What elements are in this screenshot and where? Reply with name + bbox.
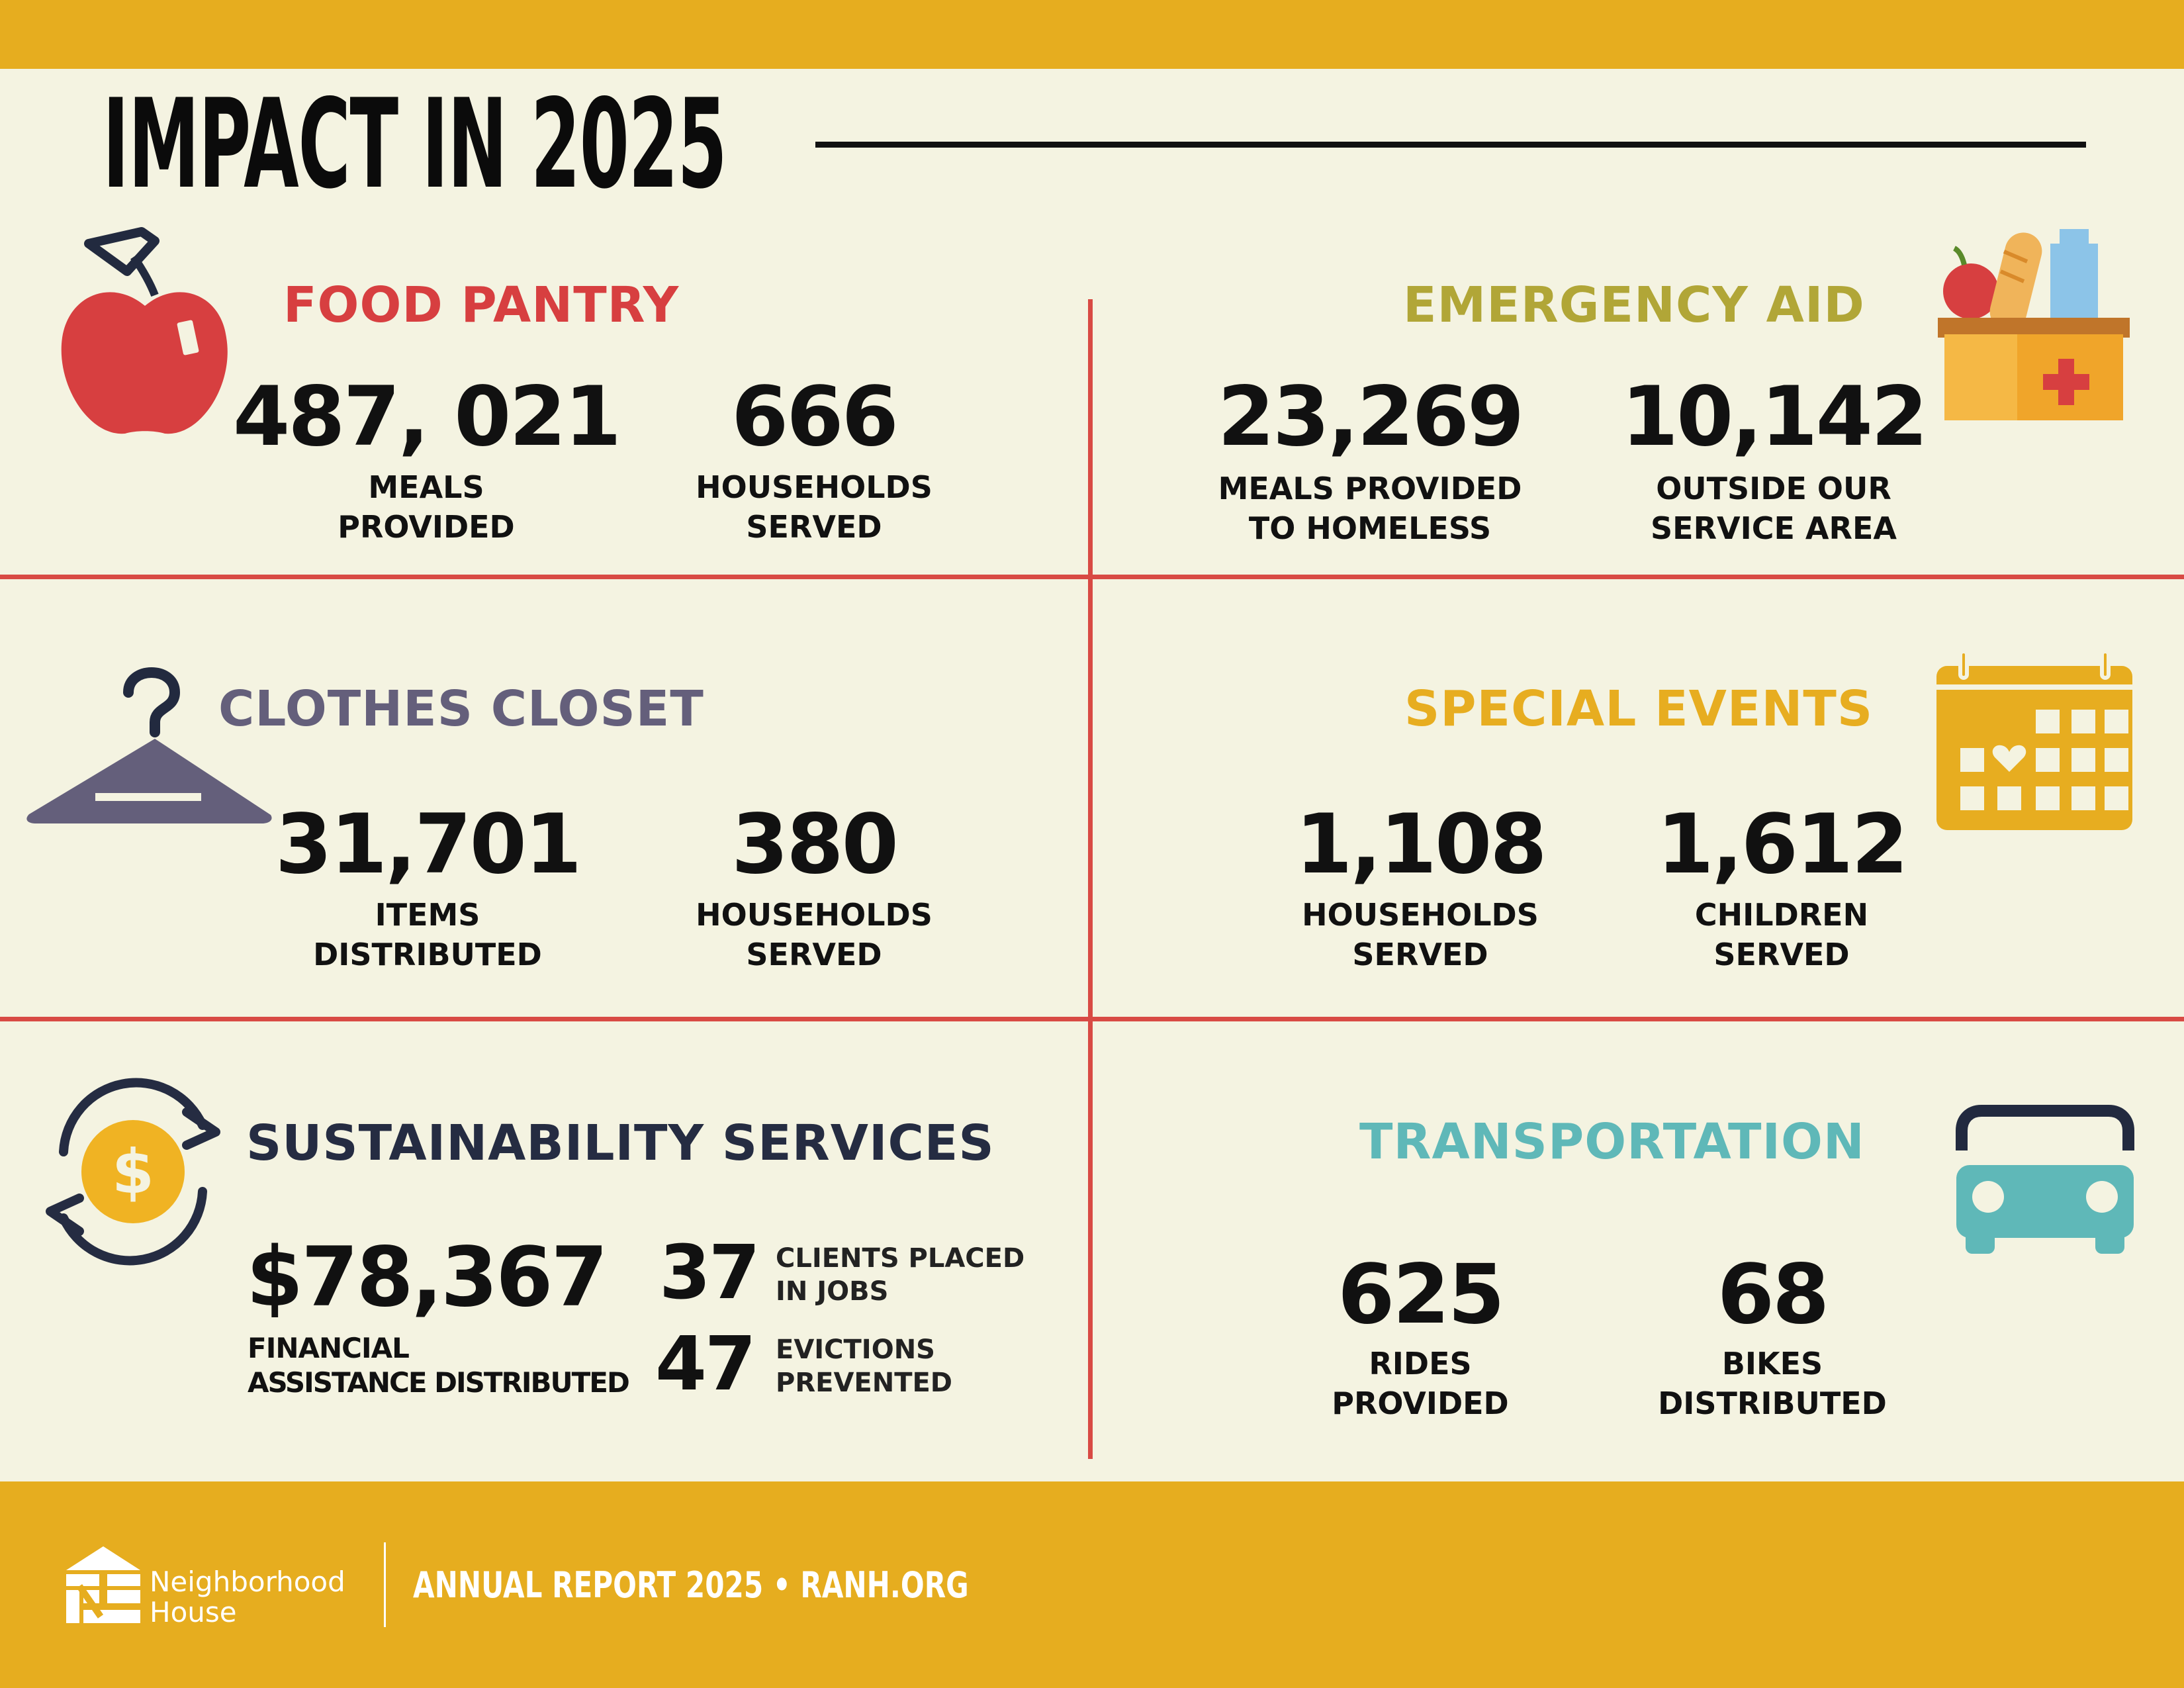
food-households-label-1: HOUSEHOLDS <box>696 469 933 505</box>
food-pantry-heading: FOOD PANTRY <box>283 277 680 334</box>
financial-label-1: FINANCIAL <box>248 1332 410 1364</box>
horizontal-divider-1 <box>0 575 2184 579</box>
house-logo-icon <box>66 1546 140 1623</box>
clothes-items-label-1: ITEMS <box>375 897 480 933</box>
footer-report-text: ANNUAL REPORT 2025 • RANH.ORG <box>413 1564 969 1606</box>
bikes-value: 68 <box>1717 1247 1830 1342</box>
sustainability-heading: SUSTAINABILITY SERVICES <box>246 1115 995 1172</box>
aid-box-icon <box>1938 229 2130 420</box>
hanger-icon <box>26 667 272 823</box>
food-meals-label-2: PROVIDED <box>338 509 515 545</box>
horizontal-divider-2 <box>0 1017 2184 1021</box>
jobs-label-1: CLIENTS PLACED <box>776 1243 1025 1274</box>
events-households-value: 1,108 <box>1295 797 1547 892</box>
bikes-label-1: BIKES <box>1721 1346 1823 1382</box>
transportation-heading: TRANSPORTATION <box>1359 1113 1865 1170</box>
events-children-value: 1,612 <box>1657 797 1908 892</box>
clothes-households-label-2: SERVED <box>746 937 882 972</box>
emergency-meals-label-2: TO HOMELESS <box>1248 510 1492 546</box>
rides-value: 625 <box>1338 1247 1505 1342</box>
clothes-households-label-1: HOUSEHOLDS <box>696 897 933 933</box>
top-band <box>0 0 2184 69</box>
emergency-aid-heading: EMERGENCY AID <box>1403 277 1865 334</box>
vertical-divider <box>1088 299 1093 1459</box>
financial-label-2: ASSISTANCE DISTRIBUTED <box>248 1366 630 1399</box>
evictions-label-2: PREVENTED <box>776 1368 953 1398</box>
clothes-closet-heading: CLOTHES CLOSET <box>218 680 704 737</box>
rides-label-2: PROVIDED <box>1332 1385 1509 1421</box>
food-households-value: 666 <box>731 369 899 465</box>
events-households-label-2: SERVED <box>1352 937 1488 972</box>
dollar-cycle-icon: $ <box>46 1078 220 1266</box>
rides-label-1: RIDES <box>1369 1346 1472 1382</box>
events-households-label-1: HOUSEHOLDS <box>1302 897 1539 933</box>
footer-band <box>0 1481 2184 1688</box>
bikes-label-2: DISTRIBUTED <box>1658 1385 1887 1421</box>
clothes-items-value: 31,701 <box>275 797 582 892</box>
emergency-meals-value: 23,269 <box>1217 369 1525 465</box>
jobs-value: 37 <box>659 1230 760 1316</box>
clothes-items-label-2: DISTRIBUTED <box>313 937 542 972</box>
car-icon <box>1956 1105 2134 1254</box>
financial-value: $78,367 <box>246 1230 608 1325</box>
food-meals-value: 487, 021 <box>233 369 621 465</box>
logo-line-1: Neighborhood <box>150 1566 345 1598</box>
food-households-label-2: SERVED <box>746 509 882 545</box>
food-meals-label-1: MEALS <box>368 469 484 505</box>
events-children-label-1: CHILDREN <box>1694 897 1869 933</box>
evictions-value: 47 <box>655 1321 756 1407</box>
footer-divider <box>384 1542 386 1627</box>
title-rule <box>815 142 2086 148</box>
logo-line-2: House <box>150 1596 237 1628</box>
jobs-label-2: IN JOBS <box>776 1276 889 1307</box>
calendar-icon <box>1936 649 2132 830</box>
emergency-outside-value: 10,142 <box>1621 369 1929 465</box>
emergency-meals-label-1: MEALS PROVIDED <box>1218 471 1522 506</box>
clothes-households-value: 380 <box>731 797 899 892</box>
emergency-outside-label-1: OUTSIDE OUR <box>1656 471 1891 506</box>
emergency-outside-label-2: SERVICE AREA <box>1651 510 1897 546</box>
events-children-label-2: SERVED <box>1713 937 1850 972</box>
page-title: IMPACT IN 2025 <box>103 72 727 216</box>
evictions-label-1: EVICTIONS <box>776 1335 935 1365</box>
apple-icon <box>61 227 228 434</box>
special-events-heading: SPECIAL EVENTS <box>1404 680 1874 737</box>
svg-text:$: $ <box>112 1137 154 1207</box>
